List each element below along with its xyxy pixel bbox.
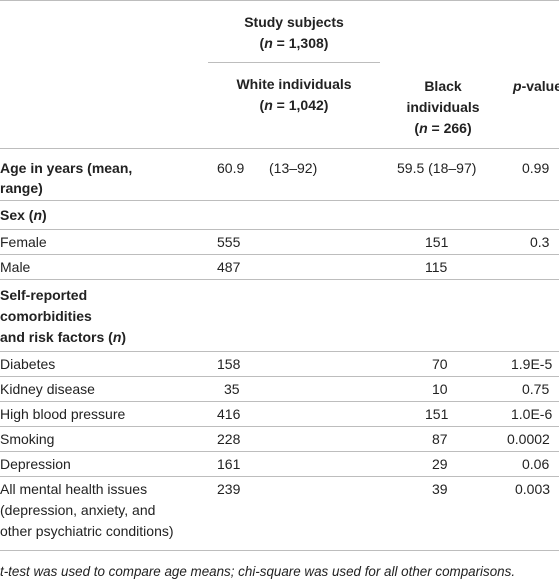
cell-black-depression: 29	[432, 456, 448, 472]
table-footnote: t-test was used to compare age means; ch…	[0, 564, 516, 579]
table-bottom-rule	[0, 550, 559, 551]
row-rule	[0, 401, 559, 402]
cell-p-hbp: 1.0E-6	[511, 406, 553, 422]
row-rule	[0, 229, 559, 230]
paren: (	[414, 120, 420, 136]
paren: (	[259, 35, 265, 51]
cell-white-depression: 161	[217, 456, 241, 472]
row-heading-comorbidities-line3: and risk factors (n)	[0, 327, 126, 347]
row-label-age: Age in years (mean,	[0, 160, 133, 176]
n-var: n	[419, 120, 428, 136]
n-var: n	[33, 207, 43, 223]
pvalue-label: -value	[521, 78, 559, 94]
cell-black-male: 115	[425, 259, 448, 275]
row-label-kidney: Kidney disease	[0, 381, 95, 397]
cell-black-hbp: 151	[425, 406, 449, 422]
header-black-line2: individuals	[406, 99, 480, 115]
paren: )	[121, 329, 127, 345]
header-study-subjects: Study subjects	[208, 12, 380, 32]
row-label-mental-line3: other psychiatric conditions)	[0, 523, 174, 539]
header-bottom-rule	[0, 148, 559, 149]
cell-p-diabetes: 1.9E-5	[511, 356, 553, 372]
cell-p-mental: 0.003	[515, 481, 551, 497]
cell-p-age: 0.99	[522, 160, 550, 176]
cell-p-depression: 0.06	[522, 456, 550, 472]
white-n-value: = 1,042)	[272, 97, 329, 113]
header-black-n: (n = 266)	[388, 118, 498, 138]
cell-white-age-mean: 60.9	[217, 160, 245, 176]
cell-black-mental: 39	[432, 481, 448, 497]
study-subjects-label: Study subjects	[244, 14, 344, 30]
cell-p-kidney: 0.75	[522, 381, 550, 397]
cell-p-female: 0.3	[530, 234, 550, 250]
row-heading-comorbidities-line2: comorbidities	[0, 308, 92, 324]
row-rule	[0, 279, 559, 280]
cell-black-female: 151	[425, 234, 449, 250]
header-study-n: (n = 1,308)	[208, 33, 380, 53]
n-var: n	[264, 97, 273, 113]
study-n-value: = 1,308)	[272, 35, 329, 51]
row-rule	[0, 476, 559, 477]
cell-black-diabetes: 70	[432, 356, 448, 372]
paren: (	[259, 97, 265, 113]
cell-white-kidney: 35	[224, 381, 240, 397]
cell-black-smoking: 87	[432, 431, 448, 447]
row-rule	[0, 254, 559, 255]
top-rule	[0, 0, 559, 1]
cell-white-smoking: 228	[217, 431, 241, 447]
sex-label: Sex (	[0, 207, 34, 223]
row-label-mental: All mental health issues	[0, 481, 148, 497]
row-label-diabetes: Diabetes	[0, 356, 56, 372]
p-var: p	[513, 78, 522, 94]
cell-black-kidney: 10	[432, 381, 448, 397]
n-var: n	[112, 329, 122, 345]
row-rule	[0, 426, 559, 427]
cell-white-female: 555	[217, 234, 241, 250]
cell-p-smoking: 0.0002	[507, 431, 550, 447]
row-heading-sex: Sex (n)	[0, 205, 47, 225]
row-rule	[0, 351, 559, 352]
cell-white-mental: 239	[217, 481, 241, 497]
row-rule	[0, 451, 559, 452]
n-var: n	[264, 35, 273, 51]
white-label: White individuals	[236, 76, 352, 92]
study-subjects-rule	[208, 62, 380, 63]
header-white-n: (n = 1,042)	[200, 95, 388, 115]
row-label-smoking: Smoking	[0, 431, 55, 447]
row-rule	[0, 200, 559, 201]
row-label-depression: Depression	[0, 456, 71, 472]
black-n-value: = 266)	[427, 120, 472, 136]
row-label-female: Female	[0, 234, 47, 250]
cell-white-age-range: (13–92)	[269, 160, 318, 176]
header-white: White individuals	[200, 74, 388, 94]
row-label-male: Male	[0, 259, 31, 275]
header-pvalue: p-value	[513, 76, 559, 96]
cell-black-age: 59.5 (18–97)	[397, 160, 477, 176]
header-black-line1: Black	[424, 78, 462, 94]
row-rule	[0, 376, 559, 377]
cell-white-hbp: 416	[217, 406, 241, 422]
row-label-age-line2: range)	[0, 180, 43, 196]
cell-white-diabetes: 158	[217, 356, 241, 372]
row-label-hbp: High blood pressure	[0, 406, 126, 422]
risk-factors-label: and risk factors (	[0, 329, 113, 345]
row-heading-comorbidities: Self-reported	[0, 287, 88, 303]
row-label-mental-line2: (depression, anxiety, and	[0, 502, 156, 518]
paren: )	[42, 207, 47, 223]
cell-white-male: 487	[217, 259, 241, 275]
